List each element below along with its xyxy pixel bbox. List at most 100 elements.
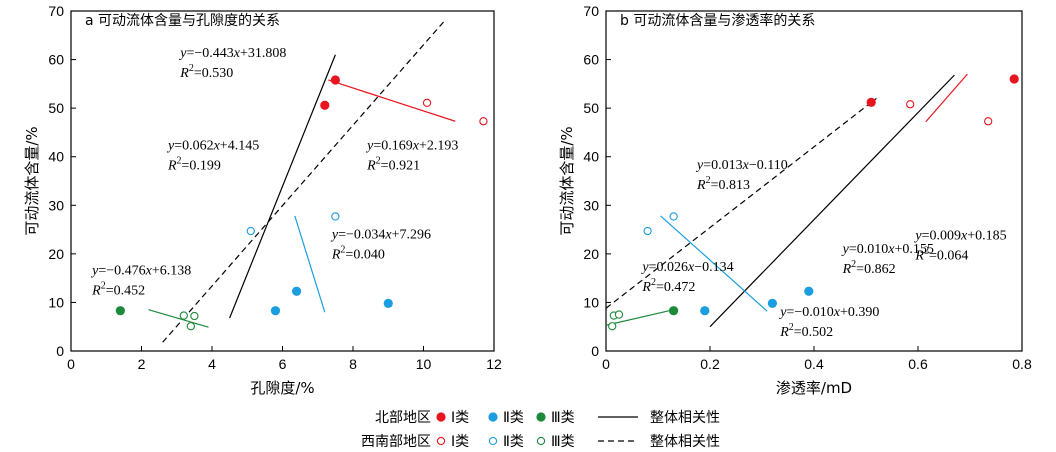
data-point-i-north [1009, 74, 1019, 84]
legend-marker-i [436, 436, 446, 446]
x-axis-label: 渗透率/mD [776, 379, 852, 397]
data-point-ii-southwest [669, 212, 678, 221]
data-point-iii-north [669, 306, 679, 316]
data-point-i-north [320, 100, 330, 110]
plot-frame [70, 10, 495, 352]
regression-equation: y=0.013x−0.110 [695, 158, 788, 173]
fit-line-iii-solid [605, 309, 674, 326]
fit-line-black-dashed [605, 97, 877, 309]
x-tick-label: 0.2 [700, 356, 720, 372]
fit-line-black-solid [709, 74, 955, 328]
legend-marker-ii [488, 412, 498, 422]
fit-line-iii-solid [148, 309, 209, 328]
x-tick-label: 8 [349, 356, 357, 372]
data-point-iii-southwest [614, 310, 624, 319]
regression-equation: y=−0.476x+6.138 [90, 263, 191, 278]
x-tick-label: 10 [416, 356, 432, 372]
data-point-i-southwest [906, 100, 915, 109]
x-tick-label: 0.4 [804, 356, 824, 372]
y-tick-label: 10 [48, 294, 64, 310]
legend-marker-iii [536, 412, 546, 422]
r-squared-label: R2=0.452 [91, 280, 145, 298]
legend-class-label: Ⅲ类 [551, 434, 575, 450]
x-tick-label: 4 [208, 356, 216, 372]
legend-class-label: Ⅰ类 [451, 410, 469, 426]
legend-class-label: Ⅱ类 [503, 434, 524, 450]
data-point-iii-southwest [179, 311, 188, 320]
r-squared-value: 0.530 [202, 66, 234, 81]
fit-line-i-solid [328, 79, 456, 122]
legend-marker-ii [488, 436, 498, 446]
y-tick-label: 20 [583, 246, 599, 262]
chart-panel-b: 0 0.2 0.4 0.6 0.8 0 10 20 30 40 50 60 70 b 可动流体含量与渗透率… [558, 3, 1032, 397]
x-tick-label: 0.6 [908, 356, 928, 372]
legend-marker-i [436, 412, 446, 422]
legend-line-label: 整体相关性 [650, 410, 720, 426]
data-point-i-southwest [479, 117, 488, 126]
fit-line-black-dashed [162, 20, 446, 343]
r-squared-label: R2=0.472 [641, 277, 695, 295]
data-point-i-southwest [984, 117, 993, 126]
regression-equation: y=0.010x+0.155 [841, 242, 934, 257]
legend-class-label: Ⅲ类 [551, 410, 575, 426]
x-tick-label: 2 [138, 356, 146, 372]
data-point-i-north [330, 75, 340, 85]
x-tick-label: 0 [602, 356, 610, 372]
r-squared-label: R2=0.502 [779, 322, 833, 340]
r-squared-label: R2=0.921 [366, 155, 420, 173]
fit-line-black-solid [229, 54, 336, 319]
r-squared-label: R2=0.040 [331, 244, 385, 262]
x-tick-label: 6 [279, 356, 287, 372]
y-tick-label: 30 [48, 197, 64, 213]
legend-class-label: Ⅰ类 [451, 434, 469, 450]
r-squared-value: 0.502 [802, 325, 834, 340]
data-point-ii-southwest [331, 212, 340, 221]
legend-line-label: 整体相关性 [650, 434, 720, 450]
y-tick-label: 50 [583, 100, 599, 116]
data-point-ii-north [767, 298, 778, 308]
r-squared-value: 0.813 [718, 178, 750, 193]
data-point-iii-north [115, 306, 125, 316]
fit-line-ii-solid [660, 215, 768, 312]
data-point-ii-north [292, 286, 302, 296]
y-tick-label: 30 [583, 197, 599, 213]
r-squared-value: 0.040 [353, 247, 385, 262]
y-axis-label: 可动流体含量/% [23, 126, 41, 235]
regression-equation: y=0.062x+4.145 [166, 138, 259, 153]
r-squared-value: 0.862 [864, 262, 896, 277]
r-squared-label: R2=0.530 [179, 63, 233, 81]
r-squared-value: 0.064 [937, 248, 969, 263]
data-point-iii-southwest [608, 322, 617, 331]
plot-frame [605, 10, 1023, 352]
r-squared-value: 0.921 [389, 158, 421, 173]
y-tick-label: 60 [48, 52, 64, 68]
y-tick-label: 60 [583, 52, 599, 68]
y-axis-label: 可动流体含量/% [558, 126, 576, 235]
data-point-i-north [866, 97, 876, 107]
panel-title: b 可动流体含量与渗透率的关系 [620, 12, 815, 29]
chart-panel-a: 0 2 4 6 8 10 12 0 10 20 30 40 50 60 70 a 可动流体含量与孔隙度的关系孔… [23, 3, 502, 397]
regression-equation: y=−0.010x+0.390 [778, 305, 879, 320]
r-squared-value: 0.199 [189, 158, 221, 173]
legend-region-label: 北部地区 [375, 410, 431, 426]
data-point-i-southwest [422, 98, 432, 107]
y-tick-label: 50 [48, 100, 64, 116]
regression-equation: y=0.169x+2.193 [365, 138, 458, 153]
x-tick-label: 0.8 [1012, 356, 1032, 372]
fit-line-ii-solid [294, 215, 326, 313]
y-tick-label: 70 [583, 3, 599, 19]
data-point-ii-north [270, 306, 281, 316]
y-tick-label: 20 [48, 246, 64, 262]
data-point-iii-southwest [186, 322, 195, 331]
r-squared-value: 0.472 [664, 280, 696, 295]
regression-equation: y=−0.034x+7.296 [330, 227, 431, 242]
data-point-ii-southwest [246, 226, 255, 236]
r-squared-label: R2=0.064 [914, 245, 968, 263]
r-squared-label: R2=0.199 [167, 155, 221, 173]
r-squared-label: R2=0.813 [696, 175, 750, 193]
data-point-ii-north [700, 306, 710, 316]
y-tick-label: 0 [56, 343, 64, 359]
r-squared-label: R2=0.862 [842, 259, 896, 277]
